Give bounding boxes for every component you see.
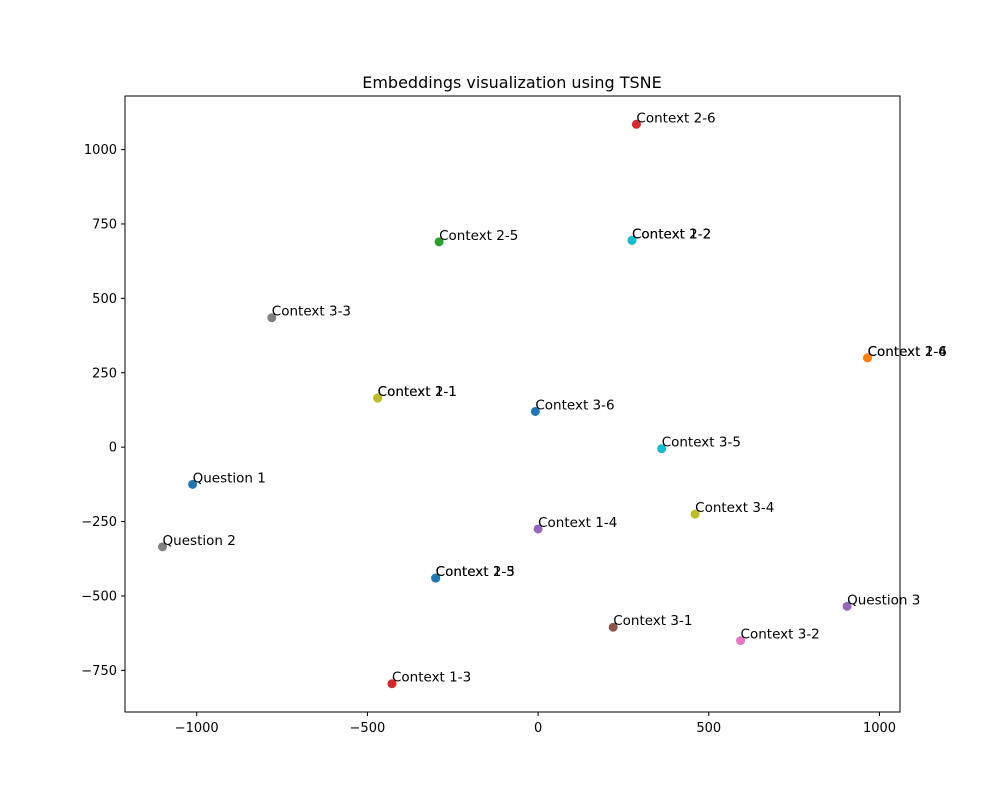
point-label: Context 3-4 [695, 500, 774, 516]
x-axis: −1000 −500 0 500 1000 [175, 712, 896, 736]
y-tick-label: −250 [81, 515, 117, 530]
point-label: Question 2 [163, 533, 236, 549]
y-tick-label: −750 [81, 664, 117, 679]
scatter-point [188, 479, 198, 489]
chart-title: Embeddings visualization using TSNE [362, 73, 662, 92]
point-label: Context 3-2 [741, 627, 820, 643]
point-label: Context 3-5 [662, 435, 741, 451]
x-tick-label: 500 [696, 721, 721, 736]
scatter-point [373, 393, 383, 403]
data-points [158, 119, 873, 689]
point-label: Question 3 [847, 592, 920, 608]
plot-area-frame [124, 95, 901, 713]
x-tick-label: −1000 [175, 721, 219, 736]
scatter-point [533, 524, 543, 534]
scatter-point [267, 313, 277, 323]
scatter-point [631, 119, 641, 129]
point-label: Question 1 [193, 470, 266, 486]
point-label: Context 1-4 [538, 515, 617, 531]
x-tick-label: 0 [534, 721, 542, 736]
point-label: Context 1-1 [378, 384, 457, 400]
scatter-point [431, 573, 441, 583]
point-label: Context 1-5 [436, 564, 515, 580]
scatter-point [863, 353, 873, 363]
y-tick-label: 1000 [84, 143, 117, 158]
point-label: Context 2-5 [439, 228, 518, 244]
scatter-point [736, 636, 746, 646]
scatter-point [608, 622, 618, 632]
point-label: Context 2-1 [378, 384, 457, 400]
point-label: Context 2-3 [436, 564, 515, 580]
point-label: Context 3-3 [272, 304, 351, 320]
scatter-point [387, 679, 397, 689]
scatter-point [657, 444, 667, 454]
y-tick-label: 0 [109, 441, 117, 456]
x-tick-label: 1000 [863, 721, 896, 736]
x-tick-label: −500 [350, 721, 386, 736]
point-label: Context 1-6 [868, 344, 947, 360]
scatter-point [158, 542, 168, 552]
point-label: Context 1-3 [392, 670, 471, 686]
y-tick-label: 500 [92, 292, 117, 307]
scatter-point [627, 235, 637, 245]
scatter-point [842, 601, 852, 611]
y-tick-label: 750 [92, 217, 117, 232]
y-tick-label: 250 [92, 366, 117, 381]
scatter-point [690, 509, 700, 519]
point-label: Context 3-6 [535, 397, 614, 413]
point-label: Context 2-2 [632, 226, 711, 242]
point-label: Context 2-6 [636, 110, 715, 126]
scatter-point [530, 406, 540, 416]
scatter-point [434, 237, 444, 247]
point-label: Context 2-4 [868, 344, 947, 360]
y-tick-label: −500 [81, 589, 117, 604]
y-axis: −750 −500 −250 0 250 500 750 1000 [81, 143, 125, 679]
point-label: Context 3-1 [613, 613, 692, 629]
point-label: Context 1-2 [632, 226, 711, 242]
